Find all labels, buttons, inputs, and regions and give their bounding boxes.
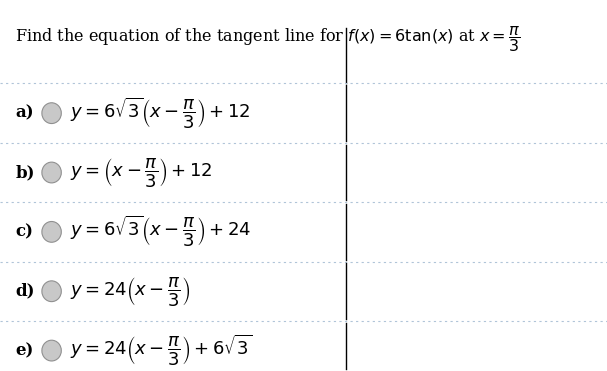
Ellipse shape — [42, 340, 61, 361]
Text: $y = 6\sqrt{3}\left(x - \dfrac{\pi}{3}\right) + 12$: $y = 6\sqrt{3}\left(x - \dfrac{\pi}{3}\r… — [70, 96, 250, 131]
Ellipse shape — [42, 162, 61, 183]
Ellipse shape — [42, 221, 61, 242]
Ellipse shape — [42, 281, 61, 302]
Text: a): a) — [15, 105, 34, 122]
Ellipse shape — [42, 103, 61, 124]
Text: d): d) — [15, 283, 35, 300]
Text: c): c) — [15, 223, 33, 240]
Text: $y = 24\left(x - \dfrac{\pi}{3}\right)$: $y = 24\left(x - \dfrac{\pi}{3}\right)$ — [70, 275, 190, 308]
Text: e): e) — [15, 342, 33, 359]
Text: $y = \left(x - \dfrac{\pi}{3}\right) + 12$: $y = \left(x - \dfrac{\pi}{3}\right) + 1… — [70, 156, 212, 189]
Text: $y = 6\sqrt{3}\left(x - \dfrac{\pi}{3}\right) + 24$: $y = 6\sqrt{3}\left(x - \dfrac{\pi}{3}\r… — [70, 214, 251, 249]
Text: $y = 24\left(x - \dfrac{\pi}{3}\right) + 6\sqrt{3}$: $y = 24\left(x - \dfrac{\pi}{3}\right) +… — [70, 333, 252, 368]
Text: b): b) — [15, 164, 35, 181]
Text: Find the equation of the tangent line for $f(x) = 6\tan(x)$ at $x = \dfrac{\pi}{: Find the equation of the tangent line fo… — [15, 24, 521, 54]
